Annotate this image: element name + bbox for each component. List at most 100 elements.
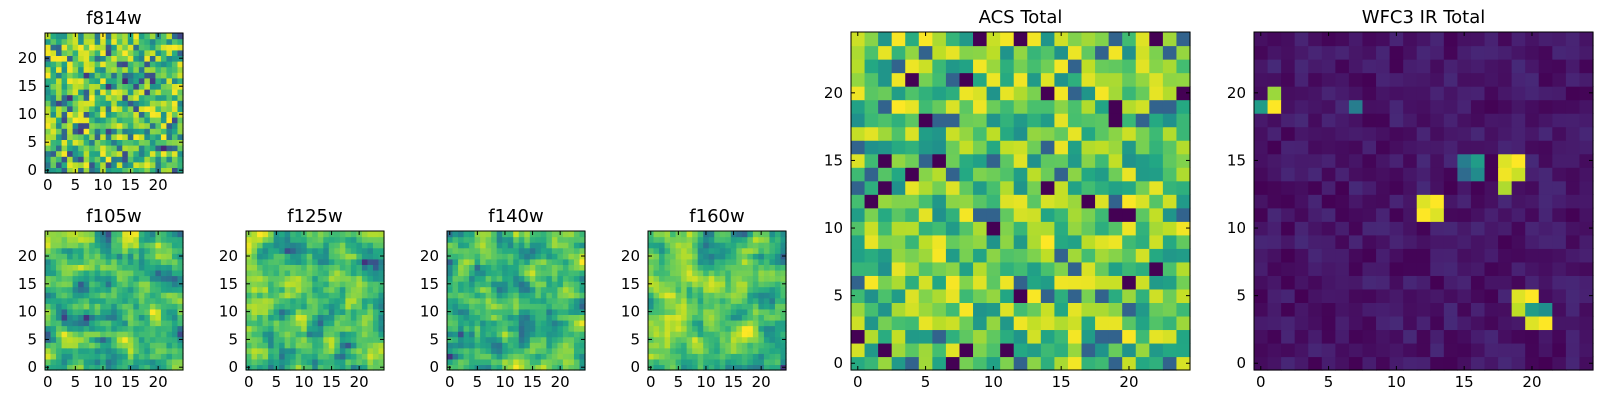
heatmap-cell <box>67 38 74 45</box>
heatmap-cell <box>758 303 765 310</box>
heatmap-cell <box>345 319 352 327</box>
heatmap-cell <box>160 319 168 327</box>
heatmap-cell <box>518 258 525 265</box>
heatmap-cell <box>1498 45 1513 60</box>
heatmap-cell <box>334 336 341 343</box>
heatmap-cell <box>1362 315 1377 331</box>
heatmap-cell <box>100 319 107 327</box>
y-tick-label: 15 <box>824 151 843 169</box>
heatmap-cell <box>458 303 465 310</box>
heatmap-cell <box>83 89 90 96</box>
heatmap-cell <box>78 231 85 238</box>
heatmap-cell <box>1511 342 1526 358</box>
heatmap-cell <box>513 264 520 271</box>
heatmap-cell <box>1013 72 1028 87</box>
heatmap-cell <box>257 281 264 288</box>
heatmap-cell <box>89 72 96 79</box>
heatmap-cell <box>703 275 710 282</box>
heatmap-cell <box>1403 180 1418 195</box>
heatmap-cell <box>747 331 754 338</box>
heatmap-cell <box>56 111 63 118</box>
heatmap-cell <box>675 258 682 265</box>
heatmap-cell <box>1511 167 1526 182</box>
heatmap-cell <box>116 145 123 152</box>
heatmap-cell <box>1511 140 1526 155</box>
heatmap-cell <box>127 281 134 288</box>
y-tick-label: 15 <box>621 275 640 293</box>
heatmap-cell <box>551 269 558 277</box>
heatmap-cell <box>312 319 319 327</box>
heatmap-cell <box>1362 86 1377 101</box>
heatmap-cell <box>94 156 101 163</box>
plot-frame <box>850 31 1191 371</box>
heatmap-cell <box>747 281 754 288</box>
heatmap-cell <box>246 325 253 332</box>
heatmap-cell <box>1027 248 1042 263</box>
heatmap-cell <box>905 113 920 128</box>
heatmap-cell <box>763 325 771 332</box>
heatmap-cell <box>105 269 112 277</box>
heatmap-cell <box>1552 356 1567 371</box>
heatmap-cell <box>78 253 85 260</box>
heatmap-cell <box>133 347 140 354</box>
heatmap-cell <box>741 331 748 338</box>
heatmap-cell <box>725 314 732 321</box>
heatmap-cell <box>133 150 140 157</box>
heatmap-cell <box>480 281 487 288</box>
heatmap-cell <box>1135 207 1150 222</box>
heatmap-cell <box>1013 288 1028 303</box>
heatmap-cell <box>127 242 134 249</box>
heatmap-cell <box>458 286 465 293</box>
heatmap-cell <box>932 126 947 141</box>
heatmap-cell <box>502 236 509 243</box>
heatmap-cell <box>111 49 118 56</box>
heatmap-cell <box>447 297 454 304</box>
heatmap-cell <box>959 261 974 276</box>
heatmap-cell <box>659 247 666 254</box>
heatmap-cell <box>708 253 715 260</box>
heatmap-cell <box>372 347 380 354</box>
heatmap-cell <box>350 281 357 288</box>
heatmap-cell <box>1281 59 1296 74</box>
heatmap-cell <box>463 364 470 371</box>
heatmap-cell <box>648 347 655 354</box>
heatmap-cell <box>1362 221 1377 236</box>
heatmap-cell <box>1389 261 1404 276</box>
heatmap-cell <box>681 331 688 338</box>
heatmap-cell <box>133 89 140 96</box>
heatmap-cell <box>670 275 677 282</box>
heatmap-cell <box>513 281 520 288</box>
heatmap-cell <box>312 264 319 271</box>
heatmap-cell <box>502 336 509 343</box>
heatmap-cell <box>1348 248 1364 263</box>
heatmap-cell <box>1281 356 1296 371</box>
heatmap-cell <box>1321 302 1336 317</box>
heatmap-cell <box>45 72 52 79</box>
y-tick-label: 20 <box>420 247 439 265</box>
heatmap-cell <box>752 353 759 360</box>
heatmap-cell <box>160 89 168 96</box>
heatmap-cell <box>763 253 771 260</box>
heatmap-cell <box>116 66 123 73</box>
heatmap-cell <box>1376 180 1391 195</box>
heatmap-cell <box>67 319 74 327</box>
heatmap-cell <box>251 258 258 265</box>
heatmap-cell <box>122 111 129 118</box>
heatmap-cell <box>155 286 162 293</box>
heatmap-cell <box>356 303 363 310</box>
heatmap-cell <box>664 347 671 354</box>
heatmap-cell <box>918 356 933 371</box>
heatmap-cell <box>295 347 302 354</box>
heatmap-cell <box>166 156 173 163</box>
heatmap-cell <box>257 303 264 310</box>
heatmap-cell <box>246 331 253 338</box>
heatmap-cell <box>1095 32 1110 47</box>
heatmap-cell <box>670 281 677 288</box>
heatmap-cell <box>1416 72 1431 87</box>
heatmap-cell <box>1443 72 1458 87</box>
heatmap-cell <box>67 353 74 360</box>
heatmap-cell <box>1484 329 1499 344</box>
heatmap-cell <box>246 236 253 243</box>
heatmap-cell <box>378 331 385 338</box>
heatmap-cell <box>763 353 771 360</box>
